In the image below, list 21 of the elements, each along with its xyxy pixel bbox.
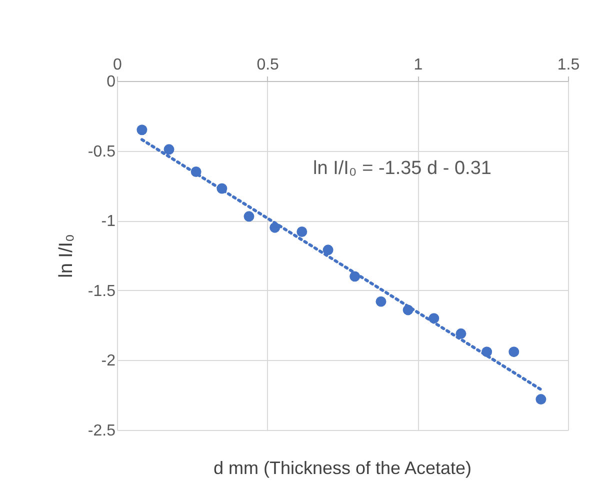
x-tick-label: 0.5 (256, 56, 280, 74)
y-tick-label: -0.5 (88, 143, 116, 160)
y-tick-label: -1.5 (88, 282, 116, 300)
x-axis-title: d mm (Thickness of the Acetate) (213, 458, 472, 478)
point (136, 124, 148, 136)
y-tick-label: -1 (101, 213, 116, 230)
point (536, 394, 546, 405)
point (508, 346, 520, 358)
y-tick-label: -2 (101, 352, 116, 370)
point (376, 296, 386, 307)
y-tick-label: 0 (106, 74, 116, 90)
x-tick-label: 1 (414, 56, 423, 74)
annotation: ln I/I₀ = -1.35 d - 0.31 (313, 158, 492, 179)
y-tick-label: -2.5 (88, 422, 116, 440)
point (296, 226, 308, 237)
point (322, 244, 334, 256)
point (244, 211, 254, 222)
point (164, 144, 174, 155)
y-axis-title: ln I/I₀ (56, 234, 77, 278)
point (456, 328, 466, 339)
x-tick-label: 1.5 (557, 56, 580, 74)
